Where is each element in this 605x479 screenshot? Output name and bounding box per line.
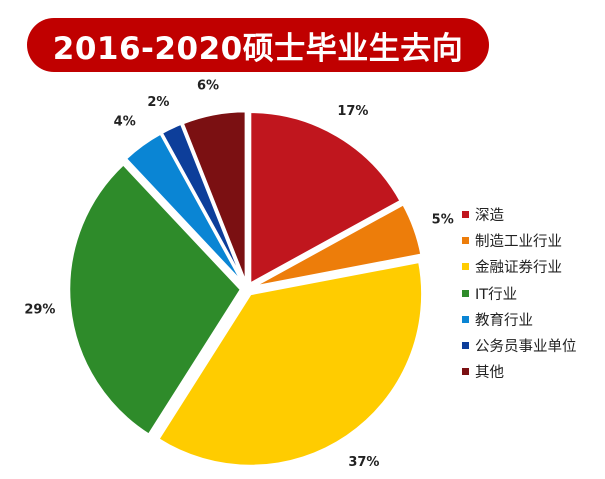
legend-item: 金融证券行业: [462, 254, 577, 280]
legend-label: 其他: [475, 365, 504, 382]
legend-swatch: [462, 342, 469, 350]
pie-slice: [67, 162, 243, 437]
legend-item: 深造: [462, 201, 577, 227]
pie-slice: [181, 109, 248, 285]
legend-swatch: [462, 315, 469, 323]
legend-label: 教育行业: [475, 312, 533, 329]
slice-percent-label: 6%: [197, 79, 219, 94]
slice-percent-label: 4%: [114, 115, 136, 130]
slice-percent-label: 17%: [337, 104, 368, 119]
legend-label: IT行业: [475, 286, 518, 303]
chart-title: 2016-2020硕士毕业生去向: [52, 30, 464, 67]
legend-label: 金融证券行业: [475, 260, 562, 277]
legend-item: IT行业: [462, 280, 577, 306]
legend-label: 制造工业行业: [475, 233, 562, 250]
legend-item: 制造工业行业: [462, 227, 577, 253]
title-banner: 2016-2020硕士毕业生去向: [27, 18, 489, 72]
slice-percent-label: 37%: [348, 455, 379, 470]
legend-label: 深造: [475, 207, 504, 224]
legend-swatch: [462, 368, 469, 376]
legend-label: 公务员事业单位: [475, 339, 577, 356]
legend-swatch: [462, 236, 469, 244]
pie-slice: [156, 260, 424, 468]
pie-slice: [160, 122, 246, 285]
slice-percent-label: 5%: [432, 213, 454, 228]
slice-percent-label: 2%: [147, 95, 169, 110]
legend-swatch: [462, 210, 469, 218]
legend-item: 其他: [462, 359, 577, 385]
chart-legend: 深造制造工业行业 金融证券行业 IT行业教育行业公务员事业单位 其他: [462, 201, 577, 385]
slice-percent-label: 29%: [24, 303, 55, 318]
pie-slice: [248, 110, 403, 286]
legend-item: 公务员事业单位: [462, 332, 577, 358]
legend-swatch: [462, 289, 469, 297]
legend-swatch: [462, 263, 469, 271]
legend-item: 教育行业: [462, 306, 577, 332]
pie-slice: [251, 202, 423, 289]
